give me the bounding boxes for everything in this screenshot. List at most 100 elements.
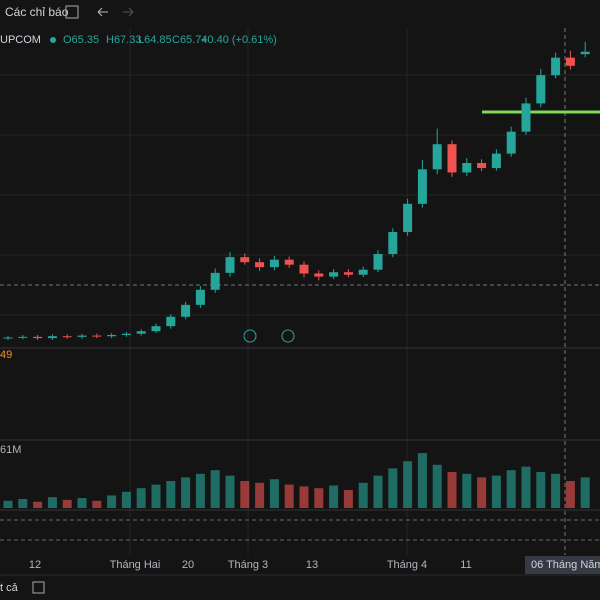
candle-body bbox=[565, 57, 575, 66]
candle-body bbox=[225, 257, 235, 273]
range-all[interactable]: t cả bbox=[0, 582, 19, 594]
volume-bar bbox=[121, 491, 131, 508]
toolbar bbox=[0, 0, 600, 28]
high: H67.33 bbox=[106, 34, 141, 46]
candle-body bbox=[240, 257, 250, 263]
undo-icon[interactable] bbox=[97, 7, 108, 17]
candle-body bbox=[18, 336, 28, 338]
date-range-icon[interactable] bbox=[32, 581, 45, 594]
candle-body bbox=[506, 131, 516, 154]
status-dot bbox=[50, 37, 56, 43]
x-axis-labels: 12 Tháng Hai 20 Tháng 3 13 Tháng 4 11 bbox=[29, 559, 472, 571]
candle-body bbox=[536, 75, 546, 104]
volume-bar bbox=[255, 482, 265, 508]
crosshair-label: 06 Tháng Năm '24 bbox=[531, 559, 600, 571]
candle-body bbox=[314, 273, 324, 277]
x-tick-label: Tháng 3 bbox=[228, 559, 268, 571]
volume-bar bbox=[491, 475, 501, 508]
candle-body bbox=[181, 304, 191, 317]
candle-body bbox=[136, 331, 146, 334]
candle-body bbox=[107, 334, 117, 337]
candle-body bbox=[210, 272, 220, 290]
candle-body bbox=[403, 203, 413, 233]
volume-bar bbox=[373, 475, 383, 508]
candle-body bbox=[373, 254, 383, 270]
volumes bbox=[3, 453, 590, 508]
symbol: UPCOM bbox=[0, 34, 41, 46]
volume-bar bbox=[33, 501, 43, 508]
candle-body bbox=[284, 259, 294, 265]
volume-value: 61M bbox=[0, 444, 21, 456]
volume-bar bbox=[462, 473, 472, 508]
x-tick-label: 13 bbox=[306, 559, 318, 571]
volume-bar bbox=[403, 461, 413, 508]
volume-bar bbox=[3, 500, 13, 508]
candle-body bbox=[358, 269, 368, 275]
volume-bar bbox=[181, 477, 191, 508]
volume-bar bbox=[195, 473, 205, 508]
x-tick-label: 11 bbox=[460, 559, 471, 571]
candles bbox=[3, 41, 590, 340]
candle-body bbox=[77, 335, 87, 337]
candle-body bbox=[343, 272, 353, 275]
badge bbox=[243, 329, 257, 343]
close: C65.74 bbox=[172, 34, 207, 46]
candle-body bbox=[62, 336, 72, 338]
volume-bar bbox=[432, 464, 442, 508]
volume-bar bbox=[92, 500, 102, 508]
candle-body bbox=[3, 337, 13, 339]
candle-body bbox=[447, 144, 457, 173]
x-axis bbox=[0, 555, 600, 575]
volume-bar bbox=[343, 490, 353, 508]
candle-body bbox=[92, 335, 102, 337]
volume-bar bbox=[521, 466, 531, 508]
candle-body bbox=[121, 333, 131, 335]
candle-body bbox=[388, 232, 398, 255]
candle-body bbox=[329, 272, 339, 277]
templates-icon[interactable] bbox=[65, 5, 79, 19]
volume-bar bbox=[77, 498, 87, 508]
volume-bar bbox=[107, 495, 117, 508]
candle-body bbox=[417, 169, 427, 204]
volume-bar bbox=[151, 484, 161, 508]
bottom-bar bbox=[0, 575, 600, 600]
volume-bar bbox=[506, 470, 516, 508]
candle-body bbox=[255, 262, 265, 268]
volume-bar bbox=[225, 475, 235, 508]
candle-body bbox=[195, 289, 205, 305]
volume-bar bbox=[551, 473, 561, 508]
redo-icon[interactable] bbox=[123, 7, 134, 17]
volume-bar bbox=[565, 481, 575, 508]
volume-bar bbox=[314, 488, 324, 508]
volume-bar bbox=[447, 472, 457, 508]
volume-bar bbox=[329, 485, 339, 508]
candle-body bbox=[33, 336, 43, 339]
candle-body bbox=[166, 316, 176, 327]
low: L64.85 bbox=[138, 34, 172, 46]
candle-body bbox=[491, 153, 501, 169]
volume-bar bbox=[136, 488, 146, 508]
candle-body bbox=[580, 51, 590, 55]
indicators-button[interactable]: Các chỉ báo bbox=[5, 5, 69, 19]
oscillator-value: 49 bbox=[0, 349, 12, 361]
volume-bar bbox=[299, 486, 309, 508]
candle-body bbox=[432, 144, 442, 170]
x-tick-label: Tháng 4 bbox=[387, 559, 427, 571]
volume-bar bbox=[580, 477, 590, 508]
open: O65.35 bbox=[63, 34, 99, 46]
volume-bar bbox=[284, 484, 294, 508]
crosshair-label-box bbox=[525, 556, 600, 574]
volume-bar bbox=[166, 481, 176, 508]
candle-body bbox=[521, 103, 531, 132]
volume-bar bbox=[62, 499, 72, 508]
candle-body bbox=[47, 336, 57, 339]
volume-bar bbox=[269, 479, 279, 508]
x-tick-label: Tháng Hai bbox=[110, 559, 161, 571]
volume-bar bbox=[210, 470, 220, 508]
candle-body bbox=[299, 264, 309, 274]
signal-badges bbox=[243, 329, 295, 343]
volume-bar bbox=[358, 482, 368, 508]
change: +0.40 (+0.61%) bbox=[201, 34, 277, 46]
volume-bar bbox=[536, 472, 546, 508]
